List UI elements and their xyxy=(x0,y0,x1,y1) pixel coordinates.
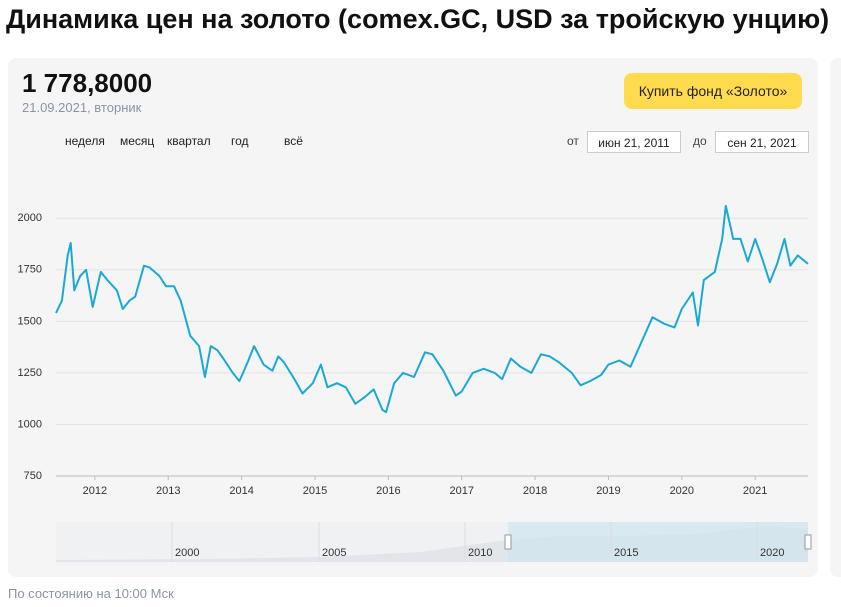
buy-button[interactable]: Купить фонд «Золото» xyxy=(624,73,802,109)
to-input[interactable]: сен 21, 2021 xyxy=(715,131,809,153)
side-card xyxy=(830,58,841,577)
date-text: 21.09.2021 xyxy=(22,100,88,115)
period[interactable]: месяц xyxy=(120,134,155,148)
period[interactable]: квартал xyxy=(167,134,211,148)
page-title: Динамика цен на золото (comex.GC, USD за… xyxy=(6,4,830,34)
x-tick-label: 2021 xyxy=(743,485,767,497)
y-tick-label: 1500 xyxy=(18,315,42,327)
x-tick-label: 2020 xyxy=(670,485,694,497)
y-tick-label: 2000 xyxy=(18,212,42,224)
x-tick-label: 2014 xyxy=(229,485,253,497)
to-label: до xyxy=(693,134,707,148)
navigator-label: 2020 xyxy=(760,547,784,559)
navigator-label: 2010 xyxy=(468,547,492,559)
footer: По состоянию на 10:00 Мск xyxy=(8,586,174,601)
x-tick-label: 2015 xyxy=(303,485,327,497)
y-tick-label: 750 xyxy=(24,470,42,482)
y-tick-label: 1750 xyxy=(18,264,42,276)
y-tick-label: 1000 xyxy=(18,418,42,430)
price: 1 778,8000 xyxy=(22,68,153,98)
from-label: от xyxy=(567,134,579,148)
navigator xyxy=(56,522,812,562)
weekday: , вторник xyxy=(87,100,142,115)
navigator-label: 2000 xyxy=(175,547,199,559)
period[interactable]: год xyxy=(231,134,249,148)
x-tick-label: 2018 xyxy=(523,485,547,497)
price-line xyxy=(55,204,809,414)
navigator-selection[interactable] xyxy=(508,522,808,562)
x-tick-label: 2013 xyxy=(156,485,180,497)
x-tick-label: 2017 xyxy=(449,485,473,497)
period[interactable]: неделя xyxy=(65,134,105,148)
x-tick-label: 2019 xyxy=(596,485,620,497)
from-input[interactable]: июн 21, 2011 xyxy=(587,131,681,153)
x-tick-label: 2016 xyxy=(376,485,400,497)
period[interactable]: всё xyxy=(284,134,303,148)
navigator-label: 2005 xyxy=(322,547,346,559)
x-tick-label: 2012 xyxy=(83,485,107,497)
date: 21.09.2021, вторник xyxy=(22,100,141,115)
navigator-handle[interactable] xyxy=(504,534,512,550)
navigator-label: 2015 xyxy=(614,547,638,559)
card xyxy=(8,58,818,577)
navigator-handle[interactable] xyxy=(804,534,812,550)
y-tick-label: 1250 xyxy=(18,367,42,379)
